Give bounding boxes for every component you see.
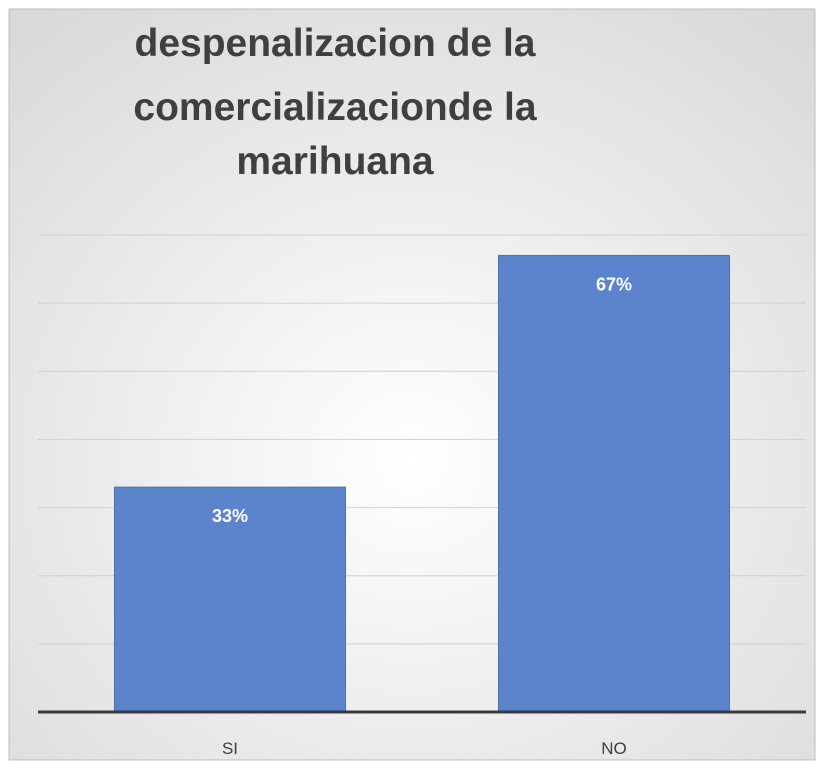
chart-title-line-1: despenalizacion de la (135, 22, 536, 65)
x-tick-label-no: NO (601, 739, 627, 758)
chart-title-line-2: comercializacionde la (133, 86, 536, 129)
bar-no (498, 254, 730, 713)
bars (114, 254, 730, 713)
data-label-si: 33% (212, 506, 248, 526)
data-labels: 33% 67% (212, 274, 632, 526)
x-tick-label-si: SI (222, 739, 238, 758)
bar-si (114, 486, 346, 713)
x-tick-labels: SI NO (222, 739, 627, 758)
chart-title-line-3: marihuana (236, 140, 434, 183)
data-label-no: 67% (596, 274, 632, 294)
